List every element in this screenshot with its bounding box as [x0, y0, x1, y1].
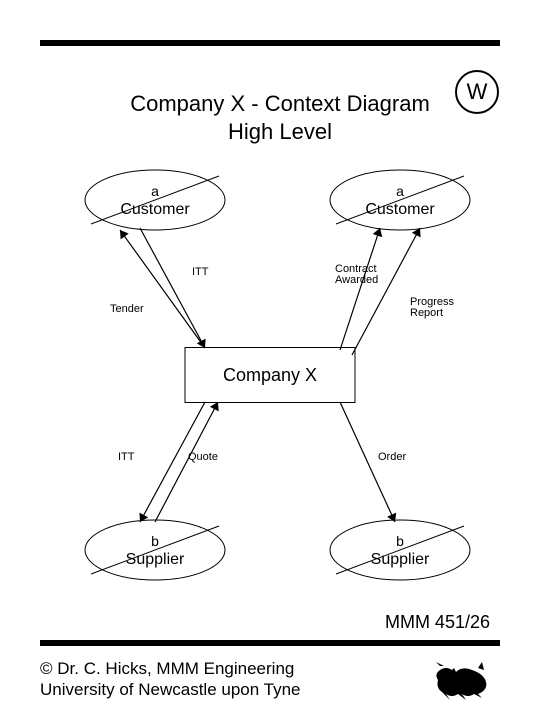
footer-line1: © Dr. C. Hicks, MMM Engineering	[40, 659, 294, 678]
flow-label: Tender	[110, 303, 144, 315]
flow-label: Order	[378, 451, 406, 463]
entity-label: Supplier	[371, 551, 430, 568]
rule-top	[40, 40, 500, 46]
badge-circle: W	[455, 70, 499, 114]
process-label: Company X	[223, 365, 317, 385]
entity-label: Customer	[120, 201, 190, 218]
slide-code-text: MMM 451/26	[385, 612, 490, 632]
entity-label-top: a	[396, 183, 404, 199]
entity-label-top: a	[151, 183, 159, 199]
slide-code: MMM 451/26	[385, 612, 490, 633]
flow-label: ITT	[118, 451, 135, 463]
badge-letter: W	[467, 79, 488, 105]
entity-label: Customer	[365, 201, 435, 218]
footer-line2: University of Newcastle upon Tyne	[40, 680, 300, 699]
rule-bottom	[40, 640, 500, 646]
flow-label: Awarded	[335, 274, 378, 286]
flow-label: ITT	[192, 266, 209, 278]
title-line2: High Level	[228, 119, 332, 144]
lion-logo-icon	[432, 660, 492, 700]
title-line1: Company X - Context Diagram	[130, 91, 430, 116]
flow-label: Quote	[188, 451, 218, 463]
context-diagram: a Customer a Customer b Supplier b Supplier Comp…	[40, 160, 500, 590]
footer: © Dr. C. Hicks, MMM Engineering Universi…	[40, 658, 300, 701]
slide-title: Company X - Context Diagram High Level	[125, 90, 435, 145]
entity-label-top: b	[151, 533, 159, 549]
flow-label: Report	[410, 307, 443, 319]
entity-label: Supplier	[126, 551, 185, 568]
entity-label-top: b	[396, 533, 404, 549]
